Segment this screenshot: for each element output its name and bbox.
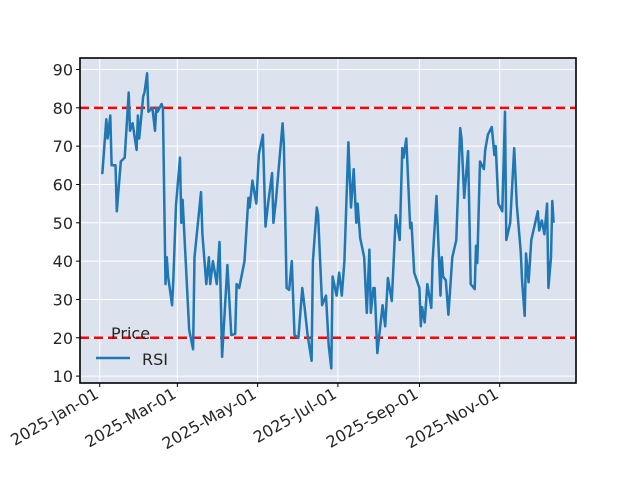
threshold-lines bbox=[80, 106, 576, 340]
y-axis: 10 20 30 40 50 60 70 80 90 bbox=[53, 60, 80, 386]
axes-frame bbox=[79, 57, 577, 384]
legend-label-rsi: RSI bbox=[142, 350, 168, 369]
y-tick-label: 30 bbox=[53, 290, 73, 309]
series-group bbox=[101, 72, 555, 370]
y-tick-label: 20 bbox=[53, 329, 73, 348]
y-tick-label: 80 bbox=[53, 99, 73, 118]
y-tick-label: 40 bbox=[53, 252, 73, 271]
y-tick-label: 10 bbox=[53, 367, 73, 386]
legend: Price RSI bbox=[96, 324, 168, 369]
series-line-rsi bbox=[101, 72, 555, 370]
y-tick-label: 70 bbox=[53, 137, 73, 156]
y-tick-label: 50 bbox=[53, 214, 73, 233]
legend-title: Price bbox=[111, 324, 150, 343]
y-tick-label: 60 bbox=[53, 175, 73, 194]
x-axis: 2025-Jan-012025-Mar-012025-May-012025-Ju… bbox=[7, 383, 502, 453]
y-tick-label: 90 bbox=[53, 60, 73, 79]
